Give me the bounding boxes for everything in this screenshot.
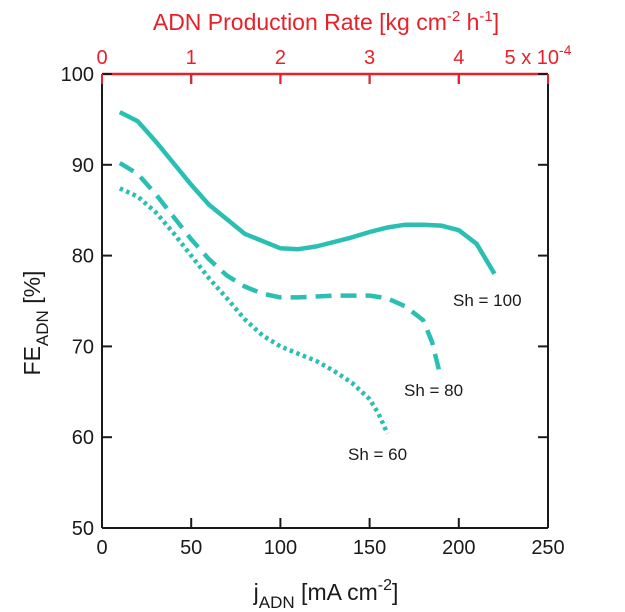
series-annotation: Sh = 100 <box>453 291 522 310</box>
top-tick-label: 2 <box>275 47 286 69</box>
series-annotation: Sh = 80 <box>404 381 463 400</box>
series-line-sh-60 <box>118 186 390 435</box>
x-tick-label: 0 <box>96 537 107 559</box>
x-tick-label: 150 <box>353 537 386 559</box>
y-axis-title: FEADN [%] <box>19 271 52 376</box>
series-annotation: Sh = 60 <box>348 445 407 464</box>
x-axis-title: jADN [mA cm-2] <box>253 577 399 612</box>
x-tick-label: 250 <box>531 537 564 559</box>
top-tick-label: 0 <box>96 47 107 69</box>
y-tick-label: 90 <box>72 155 94 177</box>
series-line-sh-100 <box>118 110 497 275</box>
top-tick-label: 3 <box>364 47 375 69</box>
y-tick-label: 60 <box>72 427 94 449</box>
series-line-sh-80 <box>118 161 444 379</box>
top-tick-label: 5 x 10-4 <box>505 42 572 69</box>
y-tick-label: 80 <box>72 246 94 268</box>
top-axis-title: ADN Production Rate [kg cm-2 h-1] <box>153 8 499 35</box>
top-tick-label: 1 <box>186 47 197 69</box>
x-tick-label: 100 <box>264 537 297 559</box>
x-tick-label: 50 <box>180 537 202 559</box>
y-tick-label: 70 <box>72 336 94 358</box>
y-tick-label: 50 <box>72 518 94 540</box>
top-tick-label: 4 <box>453 47 464 69</box>
y-tick-label: 100 <box>61 64 94 86</box>
x-tick-label: 200 <box>442 537 475 559</box>
